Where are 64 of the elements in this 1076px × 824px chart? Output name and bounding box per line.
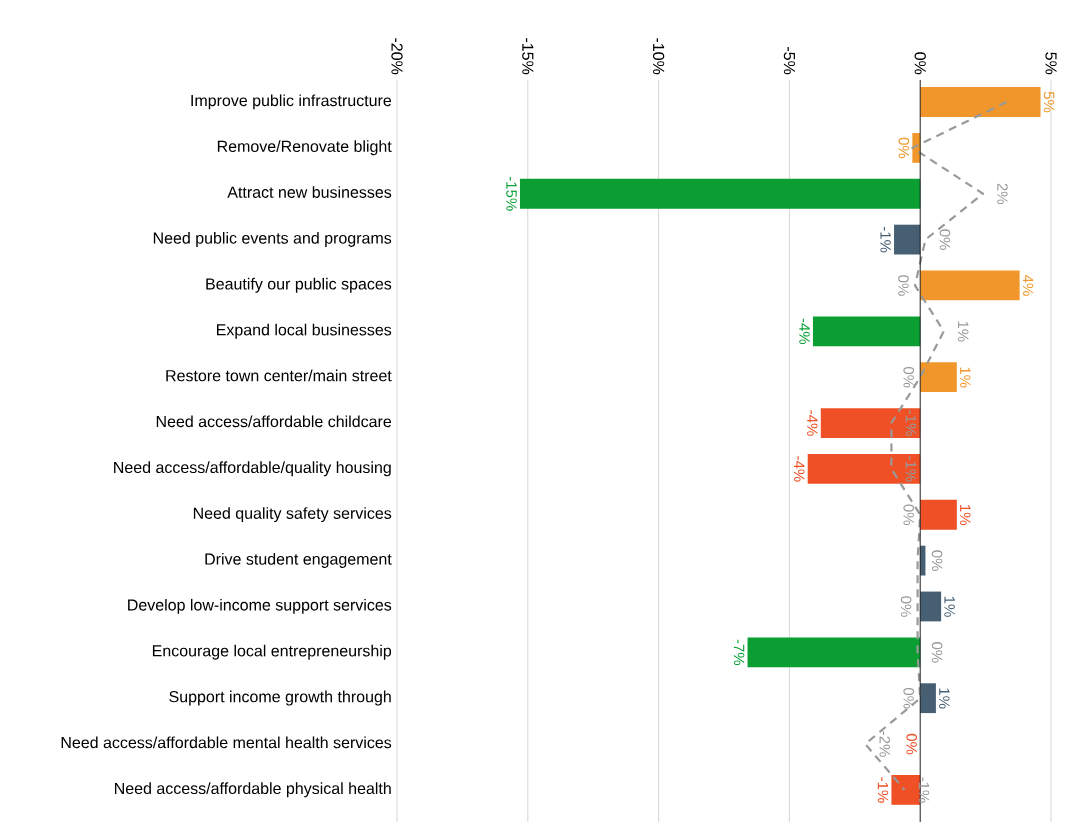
data-label: 1% xyxy=(960,367,971,388)
y-tick-label: Need public events and programs xyxy=(153,232,392,247)
data-label: -4% xyxy=(807,410,818,436)
y-tick-label: Remove/Renovate blight xyxy=(217,140,392,156)
data-label: -1% xyxy=(918,777,930,803)
data-label: 0% xyxy=(898,137,910,159)
data-label: -4% xyxy=(794,456,805,482)
bar xyxy=(920,683,936,714)
bar xyxy=(920,362,957,393)
y-tick-label: Restore town center/main street xyxy=(166,369,392,382)
y-tick-label: Drive student engagement xyxy=(205,553,392,568)
data-label: 0% xyxy=(931,642,943,663)
data-label: 2% xyxy=(997,183,1008,205)
y-tick-label: Need access/affordable physical health xyxy=(115,782,391,798)
bar xyxy=(519,178,921,209)
data-label: 0% xyxy=(906,733,917,755)
data-label: -1% xyxy=(877,777,889,803)
data-label: 4% xyxy=(1022,274,1034,296)
y-tick-label: Need access/affordable childcare xyxy=(156,415,392,428)
data-label: 0% xyxy=(903,504,914,526)
y-tick-label: Need quality safety services xyxy=(193,507,392,523)
bar xyxy=(912,132,921,163)
x-tick-label: -15% xyxy=(522,38,534,75)
y-tick-label: Need access/affordable/quality housing xyxy=(114,461,391,477)
y-tick-label: Expand local businesses xyxy=(217,323,392,339)
data-label: 1% xyxy=(939,688,950,709)
y-tick-label: Support income growth through xyxy=(169,690,391,706)
data-label: -4% xyxy=(799,318,810,345)
data-label: 0% xyxy=(931,550,943,571)
data-label: 0% xyxy=(903,366,914,388)
bar xyxy=(820,408,921,438)
y-tick-label: Encourage local entrepreneurship xyxy=(152,644,392,660)
data-label: -2% xyxy=(879,731,891,757)
data-label: 0% xyxy=(900,596,912,617)
x-tick-label: -10% xyxy=(652,38,665,75)
y-tick-label: Develop low-income support services xyxy=(128,598,392,614)
bar xyxy=(807,453,921,484)
data-label: 1% xyxy=(960,505,971,526)
bar xyxy=(920,591,942,622)
data-label: -1% xyxy=(905,456,917,482)
data-label: 0% xyxy=(939,229,951,250)
data-label: 0% xyxy=(903,687,914,709)
x-tick-label: 0% xyxy=(914,52,926,75)
bar xyxy=(747,637,921,668)
data-label: 0% xyxy=(898,275,909,296)
bar xyxy=(894,224,921,255)
data-label: -7% xyxy=(733,639,745,666)
data-label: -15% xyxy=(506,176,517,211)
data-label: -1% xyxy=(880,226,891,253)
data-label: 1% xyxy=(957,321,969,342)
x-tick-label: 5% xyxy=(1045,52,1057,75)
y-tick-label: Need access/affordable mental health services xyxy=(61,736,392,749)
data-label: 1% xyxy=(944,596,955,617)
x-tick-label: -5% xyxy=(783,47,796,75)
bar xyxy=(920,499,957,530)
bar xyxy=(920,87,1041,117)
bar xyxy=(920,270,1020,301)
data-label: -1% xyxy=(905,410,917,436)
y-tick-label: Beautify our public spaces xyxy=(206,277,392,293)
bar xyxy=(812,316,921,347)
x-tick-label: -20% xyxy=(391,38,403,75)
y-tick-label: Improve public infrastructure xyxy=(191,94,392,110)
data-label: 5% xyxy=(1043,91,1055,113)
y-tick-label: Attract new businesses xyxy=(227,186,392,198)
